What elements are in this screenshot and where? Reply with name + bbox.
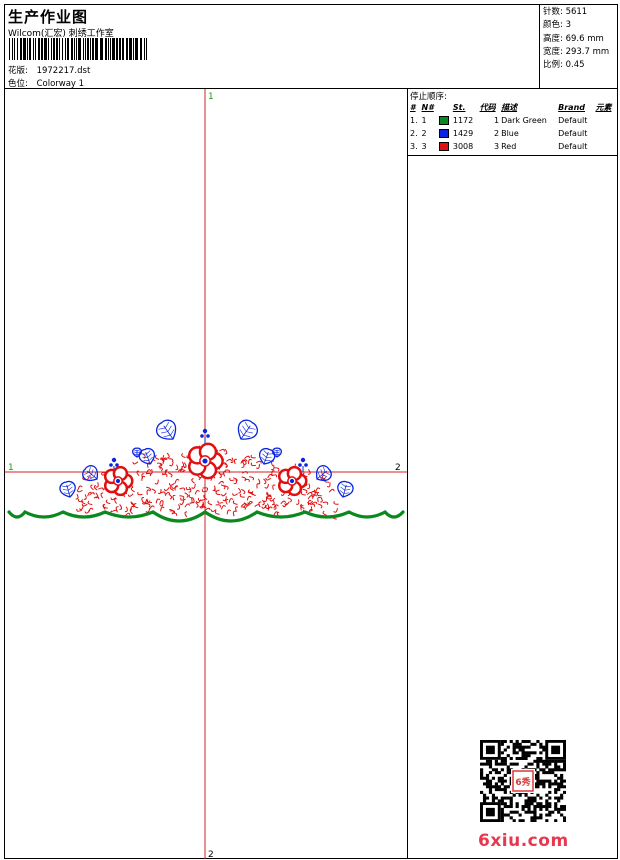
- row-element: [594, 140, 616, 153]
- marker-left: 1: [8, 463, 14, 473]
- row-needle: 3: [421, 142, 427, 151]
- flower: [187, 442, 224, 480]
- qr-finder: [545, 740, 566, 760]
- color-count: 颜色: 3: [543, 20, 571, 31]
- marker-top: 1: [208, 92, 214, 102]
- watermark: 6xiu.com: [478, 831, 569, 851]
- blue-leaf: [271, 447, 283, 458]
- blue-sprig: [109, 457, 119, 472]
- colorway-value: Colorway 1: [36, 79, 85, 89]
- row-needle: 2: [421, 129, 427, 138]
- color-swatch: [438, 116, 449, 125]
- qr-finder: [480, 802, 501, 822]
- red-seal-logo: 6秀: [511, 769, 535, 793]
- row-code: 3: [493, 142, 500, 151]
- col-index: #: [410, 103, 416, 112]
- blue-leaf: [237, 419, 258, 440]
- barcode: [9, 38, 147, 60]
- flower: [103, 465, 134, 497]
- row-description: Dark Green: [501, 116, 547, 125]
- embroidery-design: 1 2 1 2: [5, 89, 407, 859]
- blue-leaf: [156, 419, 177, 440]
- blue-leaf: [59, 480, 76, 498]
- blue-leaf: [131, 447, 143, 458]
- sheet-header: 生产作业图 Wilcom(汇宏) 刺绣工作室 花版: 1972217.dst 色…: [5, 5, 617, 89]
- blue-leaves: [59, 419, 354, 498]
- company-name: Wilcom(汇宏) 刺绣工作室: [8, 29, 114, 39]
- stop-row: 3. 3 3008 3 Red Default: [409, 140, 616, 153]
- design-height: 高度: 69.6 mm: [543, 33, 604, 44]
- blue-sprig: [298, 457, 308, 472]
- row-element: [594, 127, 616, 140]
- qr-code: 6秀: [480, 740, 567, 823]
- col-element: 元素: [595, 103, 612, 112]
- row-brand: Default: [558, 129, 588, 138]
- color-swatch: [438, 142, 449, 151]
- design-stats: 针数: 5611 颜色: 3 高度: 69.6 mm 宽度: 293.7 mm …: [539, 5, 617, 89]
- stop-sequence-title: 停止顺序:: [410, 92, 447, 102]
- col-needle: N#: [421, 103, 434, 112]
- row-brand: Default: [558, 142, 588, 151]
- row-code: 1: [493, 116, 500, 125]
- row-brand: Default: [558, 116, 588, 125]
- red-flowers: [103, 442, 308, 497]
- design-preview: 1 2 1 2: [5, 89, 408, 859]
- row-code: 2: [493, 129, 500, 138]
- stop-row: 2. 2 1429 2 Blue Default: [409, 127, 616, 140]
- row-index: 3.: [410, 142, 418, 151]
- row-needle: 1: [421, 116, 427, 125]
- col-description: 描述: [501, 103, 518, 112]
- stop-row: 1. 1 1172 1 Dark Green Default: [409, 114, 616, 127]
- flower: [277, 465, 308, 497]
- row-index: 2.: [410, 129, 418, 138]
- col-code: 代码: [479, 103, 496, 112]
- col-brand: Brand: [558, 103, 586, 112]
- marker-right: 2: [395, 463, 401, 473]
- stop-sequence-table: # N# St. 代码 描述 Brand 元素 1. 1 1172 1 Dark Gre…: [409, 101, 616, 153]
- col-color: [438, 101, 452, 114]
- blue-leaf: [259, 447, 276, 465]
- green-scallop-border: [7, 509, 405, 523]
- blue-leaf: [316, 465, 332, 481]
- design-width: 宽度: 293.7 mm: [543, 46, 610, 57]
- row-stitches: 1172: [452, 116, 474, 125]
- stop-table-header: # N# St. 代码 描述 Brand 元素: [409, 101, 616, 114]
- production-sheet: 生产作业图 Wilcom(汇宏) 刺绣工作室 花版: 1972217.dst 色…: [4, 4, 618, 859]
- sheet-title: 生产作业图: [8, 8, 89, 26]
- col-stitches: St.: [452, 103, 466, 112]
- design-file-value: 1972217.dst: [36, 66, 91, 76]
- svg-text:6秀: 6秀: [515, 776, 530, 788]
- blue-leaf: [82, 465, 98, 481]
- blue-sprig: [200, 428, 210, 443]
- marker-bottom: 2: [208, 850, 214, 859]
- row-stitches: 3008: [452, 142, 474, 151]
- stop-sequence-panel: 停止顺序: # N# St. 代码 描述 Brand 元素 1. 1 1172 1 Da…: [408, 89, 617, 156]
- colorway-label: 色位:: [8, 79, 28, 89]
- blue-leaf: [337, 480, 354, 498]
- design-scale: 比例: 0.45: [543, 60, 585, 71]
- row-stitches: 1429: [452, 129, 474, 138]
- row-swatch: [438, 140, 452, 153]
- color-swatch: [438, 129, 449, 138]
- stitch-count: 针数: 5611: [543, 7, 588, 17]
- row-description: Blue: [501, 129, 519, 138]
- row-element: [594, 114, 616, 127]
- design-file-label: 花版:: [8, 66, 28, 76]
- design-file-line: 花版: 1972217.dst: [8, 64, 90, 76]
- row-index: 1.: [410, 116, 418, 125]
- row-swatch: [438, 127, 452, 140]
- blue-leaf: [138, 447, 155, 465]
- colorway-line: 色位: Colorway 1: [8, 77, 84, 89]
- row-swatch: [438, 114, 452, 127]
- row-description: Red: [501, 142, 517, 151]
- qr-finder: [480, 740, 501, 760]
